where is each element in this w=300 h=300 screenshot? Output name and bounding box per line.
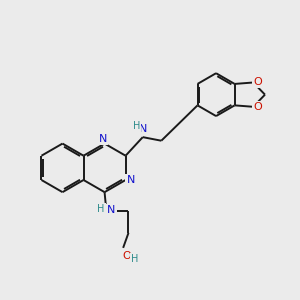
Text: H: H (131, 254, 138, 264)
Text: O: O (253, 103, 262, 112)
Text: N: N (139, 124, 148, 134)
Text: N: N (107, 205, 116, 215)
Text: H: H (133, 122, 140, 131)
Text: N: N (99, 134, 107, 144)
Text: H: H (97, 204, 105, 214)
Text: O: O (253, 77, 262, 87)
Text: N: N (126, 175, 135, 185)
Text: O: O (122, 251, 131, 261)
